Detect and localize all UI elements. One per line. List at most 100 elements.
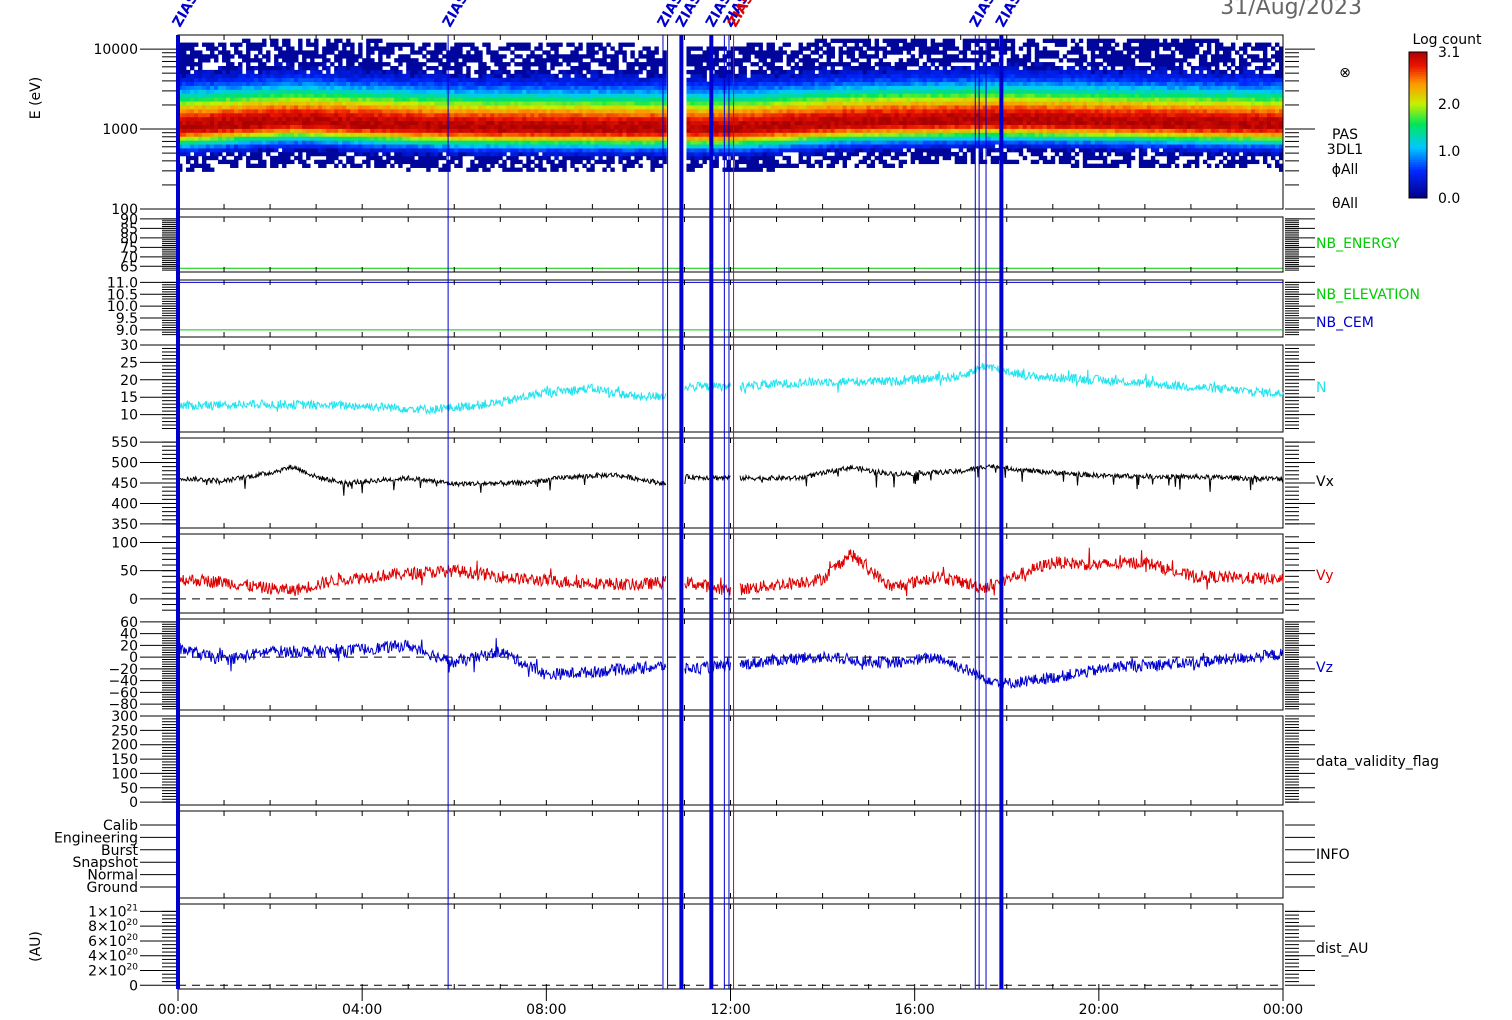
spectrogram-cell xyxy=(390,132,395,137)
spectrogram-cell xyxy=(234,101,239,106)
spectrogram-cell xyxy=(294,54,299,59)
spectrogram-cell xyxy=(442,54,447,59)
spectrogram-cell xyxy=(206,97,211,102)
spectrogram-cell xyxy=(838,93,843,98)
spectrogram-cell xyxy=(418,159,423,165)
spectrogram-cell xyxy=(394,136,399,141)
spectrogram-cell xyxy=(882,120,888,126)
spectrogram-cell xyxy=(258,46,263,51)
spectrogram-cell xyxy=(202,85,207,90)
spectrogram-cell xyxy=(182,77,187,83)
spectrogram-cell xyxy=(286,140,291,145)
spectrogram-cell xyxy=(290,105,295,110)
spectrogram-cell xyxy=(838,38,843,43)
spectrogram-cell xyxy=(842,77,847,83)
spectrogram-cell xyxy=(574,54,579,59)
spectrogram-cell xyxy=(574,58,579,63)
spectrogram-cell xyxy=(498,116,503,122)
spectrogram-cell xyxy=(518,132,523,137)
spectrogram-cell xyxy=(190,128,195,133)
spectrogram-cell xyxy=(266,108,271,114)
spectrogram-cell xyxy=(770,69,775,75)
spectrogram-cell xyxy=(286,97,291,102)
spectrogram-cell xyxy=(330,116,335,122)
spectrogram-cell xyxy=(534,101,539,106)
spectrogram-cell xyxy=(894,112,900,118)
spectrogram-cell xyxy=(778,124,783,129)
spectrogram-cell xyxy=(394,148,399,153)
spectrogram-cell xyxy=(842,120,847,126)
spectrogram-cell xyxy=(622,105,627,110)
spectrogram-cell xyxy=(186,112,191,118)
spectrogram-cell xyxy=(566,93,571,98)
spectrogram-cell xyxy=(342,42,347,47)
spectrogram-cell xyxy=(730,97,735,102)
spectrogram-cell xyxy=(354,93,359,98)
spectrogram-cell xyxy=(438,151,443,157)
spectrogram-cell xyxy=(890,77,896,83)
spectrogram-cell xyxy=(562,163,567,168)
spectrogram-cell xyxy=(714,163,719,168)
spectrogram-cell xyxy=(210,148,215,153)
spectrogram-cell xyxy=(626,120,631,126)
spectrogram-cell xyxy=(210,112,215,118)
spectrogram-cell xyxy=(850,93,856,98)
spectrogram-cell xyxy=(510,163,515,168)
spectrogram-cell xyxy=(346,89,351,94)
spectrogram-cell xyxy=(210,116,215,122)
spectrogram-cell xyxy=(222,148,227,153)
spectrogram-cell xyxy=(258,132,263,137)
spectrogram-cell xyxy=(294,69,299,75)
spectrogram-cell xyxy=(654,120,659,126)
spectrogram-cell xyxy=(522,89,527,94)
spectrogram-cell xyxy=(498,144,503,149)
spectrogram-cell xyxy=(626,105,631,110)
spectrogram-cell xyxy=(182,97,187,102)
spectrogram-cell xyxy=(698,62,703,67)
spectrogram-cell xyxy=(402,112,407,118)
spectrogram-cell xyxy=(618,81,623,86)
spectrogram-cell xyxy=(734,62,739,67)
spectrogram-cell xyxy=(234,105,239,110)
spectrogram-cell xyxy=(350,132,355,137)
spectrogram-cell xyxy=(270,155,275,161)
spectrogram-cell xyxy=(318,73,323,79)
spectrogram-cell xyxy=(242,73,247,79)
spectrogram-cell xyxy=(838,148,843,153)
spectrogram-cell xyxy=(522,116,527,122)
spectrogram-cell xyxy=(202,128,207,133)
spectrogram-cell xyxy=(402,159,407,165)
spectrogram-cell xyxy=(462,93,467,98)
spectrogram-cell xyxy=(450,58,455,63)
spectrogram-cell xyxy=(274,66,279,71)
spectrogram-cell xyxy=(186,108,191,114)
spectrogram-cell xyxy=(782,120,787,126)
spectrogram-cell xyxy=(374,155,379,161)
spectrogram-cell xyxy=(750,108,755,114)
spectrogram-cell xyxy=(542,132,547,137)
spectrogram-cell xyxy=(814,151,819,157)
spectrogram-cell xyxy=(302,120,307,126)
spectrogram-cell xyxy=(478,97,483,102)
spectrogram-cell xyxy=(198,163,203,168)
spectrogram-cell xyxy=(870,46,876,51)
spectrogram-cell xyxy=(474,155,479,161)
spectrogram-cell xyxy=(390,73,395,79)
spectrogram-cell xyxy=(630,151,635,157)
spectrogram-cell xyxy=(586,105,591,110)
spectrogram-cell xyxy=(766,77,771,83)
spectrogram-cell xyxy=(442,128,447,133)
spectrogram-cell xyxy=(882,62,888,67)
spectrogram-cell xyxy=(662,77,667,83)
spectrogram-cell xyxy=(806,155,811,161)
spectrogram-cell xyxy=(470,101,475,106)
spectrogram-cell xyxy=(222,50,227,55)
spectrogram-cell xyxy=(790,105,795,110)
spectrogram-cell xyxy=(518,85,523,90)
spectrogram-cell xyxy=(186,97,191,102)
spectrogram-cell xyxy=(838,155,843,161)
spectrogram-cell xyxy=(618,112,623,118)
spectrogram-cell xyxy=(626,151,631,157)
spectrogram-cell xyxy=(850,151,856,157)
spectrogram-cell xyxy=(698,136,703,141)
